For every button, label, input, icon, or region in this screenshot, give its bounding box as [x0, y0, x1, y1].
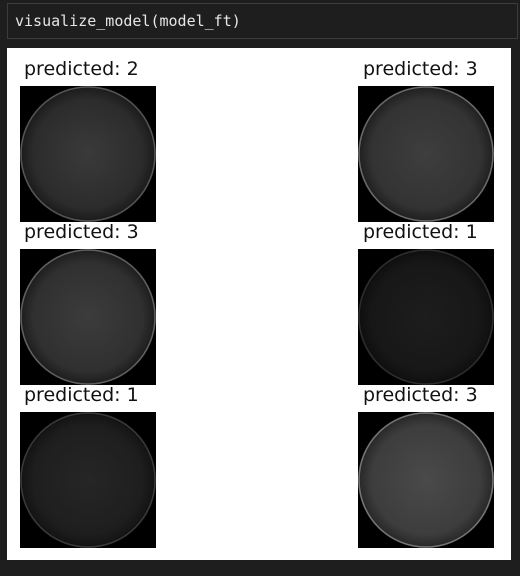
panel-title: predicted: 1	[363, 221, 478, 243]
fundus-image-svg	[358, 412, 494, 548]
predicted-image	[358, 412, 494, 548]
panel-title: predicted: 3	[363, 58, 478, 80]
panel-title: predicted: 1	[24, 384, 139, 406]
fundus-image-svg	[358, 249, 494, 385]
panel-title: predicted: 3	[24, 221, 139, 243]
predicted-image	[358, 86, 494, 222]
fundus-image-svg	[358, 86, 494, 222]
code-cell[interactable]: visualize_model(model_ft)	[7, 3, 518, 39]
predicted-image	[20, 249, 156, 385]
cell-output: predicted: 2 predicted: 3	[7, 48, 511, 560]
fundus-image-svg	[20, 249, 156, 385]
panel-title: predicted: 3	[363, 384, 478, 406]
code-cell-source[interactable]: visualize_model(model_ft)	[15, 12, 241, 30]
fundus-image-svg	[20, 86, 156, 222]
predicted-image	[20, 86, 156, 222]
fundus-image-svg	[20, 412, 156, 548]
predicted-image	[358, 249, 494, 385]
panel-title: predicted: 2	[24, 58, 139, 80]
predicted-image	[20, 412, 156, 548]
